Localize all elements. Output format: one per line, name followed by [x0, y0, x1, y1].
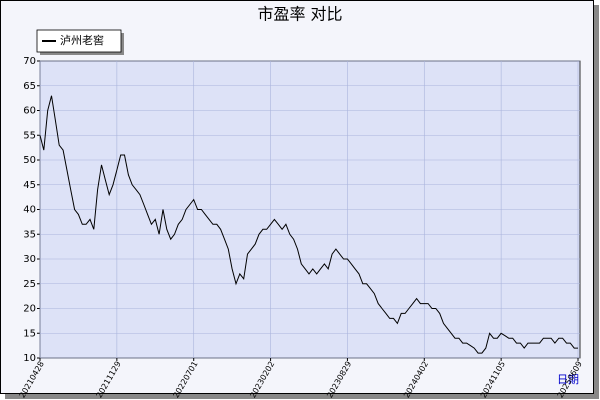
y-tick-label: 10: [23, 353, 36, 364]
line: [39, 95, 578, 354]
y-tick-label: 15: [23, 328, 36, 339]
y-tick-label: 30: [23, 254, 36, 265]
frame-shadow: [594, 5, 599, 399]
y-tick-label: 50: [23, 155, 36, 166]
y-tick-label: 65: [23, 81, 36, 92]
y-tick-label: 40: [23, 205, 36, 216]
y-tick-label: 70: [23, 56, 36, 67]
y-tick-label: 25: [23, 279, 36, 290]
y-tick-label: 45: [23, 180, 36, 191]
y-tick-label: 35: [23, 229, 36, 240]
legend: [36, 29, 122, 53]
legend-label: 泸州老窖: [60, 33, 104, 47]
frame-shadow: [5, 394, 599, 399]
x-axis-label: 日期: [557, 373, 579, 386]
y-tick-label: 60: [23, 106, 36, 117]
y-tick-label: 55: [23, 130, 36, 141]
chart-title: 市盈率 对比: [257, 5, 342, 24]
y-tick-label: 20: [23, 304, 36, 315]
